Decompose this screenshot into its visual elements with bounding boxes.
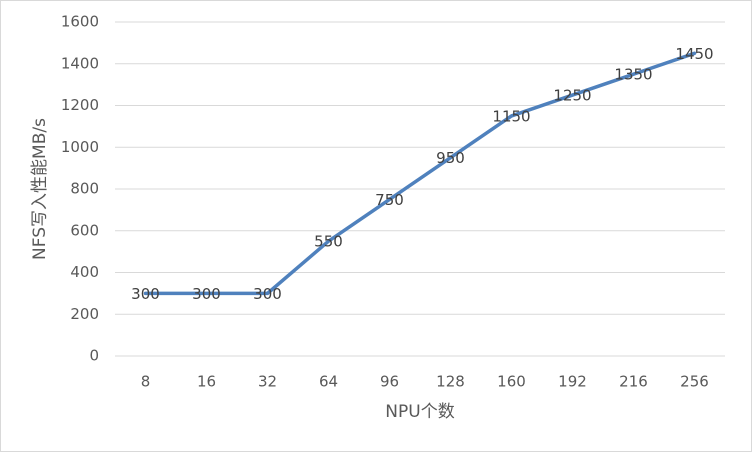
- y-tick-label: 1600: [61, 13, 99, 31]
- data-label: 1450: [675, 45, 713, 63]
- x-tick-label: 192: [558, 373, 587, 391]
- y-tick-label: 1200: [61, 96, 99, 114]
- data-label: 1150: [492, 107, 530, 125]
- y-tick-label: 600: [70, 221, 99, 239]
- data-label: 1350: [614, 66, 652, 84]
- x-tick-label: 256: [680, 373, 709, 391]
- data-label: 1250: [553, 87, 591, 105]
- y-tick-label: 1000: [61, 138, 99, 156]
- line: [143, 51, 697, 296]
- data-label: 750: [375, 191, 404, 209]
- data-label: 550: [314, 233, 343, 251]
- y-tick-label: 1400: [61, 54, 99, 72]
- y-tick-label: 0: [89, 347, 99, 365]
- data-label: 300: [253, 285, 282, 303]
- x-tick-label: 8: [141, 373, 151, 391]
- data-label: 300: [131, 285, 160, 303]
- x-tick-label: 96: [380, 373, 399, 391]
- y-tick-label: 400: [70, 263, 99, 281]
- x-tick-label: 64: [319, 373, 338, 391]
- x-tick-label: 16: [197, 373, 216, 391]
- data-label: 950: [436, 149, 465, 167]
- x-tick-label: 216: [619, 373, 648, 391]
- x-axis-label: NPU个数: [385, 402, 454, 422]
- x-tick-label: 128: [436, 373, 465, 391]
- y-tick-label: 800: [70, 180, 99, 198]
- data-label: 300: [192, 285, 221, 303]
- x-tick-label: 160: [497, 373, 526, 391]
- x-tick-label: 32: [258, 373, 277, 391]
- y-tick-label: 200: [70, 305, 99, 323]
- y-axis-label: NFS写入性能MB/s: [30, 118, 50, 260]
